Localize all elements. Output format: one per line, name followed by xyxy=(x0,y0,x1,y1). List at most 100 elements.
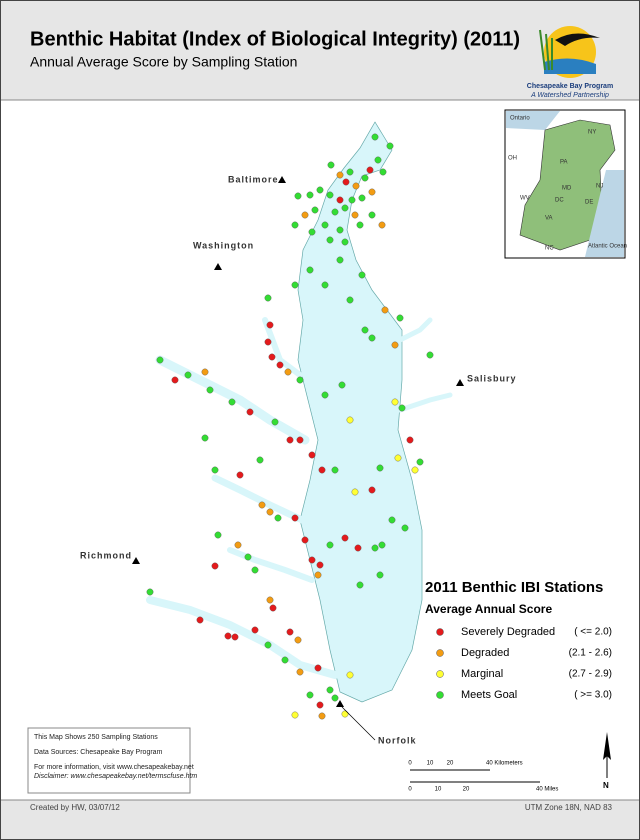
station xyxy=(346,671,354,679)
station xyxy=(341,204,349,212)
station xyxy=(368,486,376,494)
inset-ocean xyxy=(585,170,624,257)
station xyxy=(271,418,279,426)
station xyxy=(228,398,236,406)
station xyxy=(284,368,292,376)
station xyxy=(368,211,376,219)
station xyxy=(234,541,242,549)
leader-line xyxy=(341,706,376,741)
station xyxy=(321,391,329,399)
station xyxy=(306,691,314,699)
north-arrow: N xyxy=(603,732,611,790)
legend-range: (2.7 - 2.9) xyxy=(569,669,612,680)
station xyxy=(341,534,349,542)
bay xyxy=(297,121,423,703)
station xyxy=(231,633,239,641)
station xyxy=(301,211,309,219)
station xyxy=(308,556,316,564)
station xyxy=(201,368,209,376)
legend-label: Degraded xyxy=(461,647,509,659)
station xyxy=(366,166,374,174)
station xyxy=(294,636,302,644)
legend-label: Severely Degraded xyxy=(461,626,555,638)
station xyxy=(316,561,324,569)
station xyxy=(368,334,376,342)
scale-bar: 0 10 20 40 Kilometers 0 10 20 40 Miles xyxy=(408,761,558,793)
notes: This Map Shows 250 Sampling Stations Dat… xyxy=(27,727,197,794)
station xyxy=(211,466,219,474)
scale-label: 10 xyxy=(427,761,434,767)
station xyxy=(368,188,376,196)
station xyxy=(326,236,334,244)
header-band xyxy=(0,0,640,100)
station xyxy=(266,508,274,516)
nanticoke xyxy=(397,392,453,413)
station xyxy=(326,191,334,199)
scale-label: 40 Miles xyxy=(536,787,558,793)
station xyxy=(426,351,434,359)
station xyxy=(371,544,379,552)
city-label: Norfolk xyxy=(378,735,417,745)
inset-label: NC xyxy=(545,246,554,252)
water xyxy=(297,121,423,703)
scale-label: 20 xyxy=(447,761,454,767)
station xyxy=(286,628,294,636)
station xyxy=(196,616,204,624)
station xyxy=(291,514,299,522)
station xyxy=(336,226,344,234)
station xyxy=(348,196,356,204)
station xyxy=(314,571,322,579)
station xyxy=(371,133,379,141)
patuxent xyxy=(262,317,303,378)
station xyxy=(318,712,326,720)
station xyxy=(346,416,354,424)
station xyxy=(321,221,329,229)
station xyxy=(331,694,339,702)
legend-range: (2.1 - 2.6) xyxy=(569,648,612,659)
legend-label: Marginal xyxy=(461,668,503,680)
footer-band xyxy=(0,800,640,840)
inset-label: DE xyxy=(585,200,593,206)
station xyxy=(356,581,364,589)
station xyxy=(361,326,369,334)
station xyxy=(379,168,387,176)
station xyxy=(331,208,339,216)
station xyxy=(274,514,282,522)
legend-range: ( >= 3.0) xyxy=(574,690,612,701)
subtitle: Annual Average Score by Sampling Station xyxy=(30,54,297,70)
station xyxy=(264,338,272,346)
station xyxy=(308,228,316,236)
station xyxy=(381,306,389,314)
inset-label: OH xyxy=(508,156,517,162)
logo-water xyxy=(544,58,596,74)
scale-label: 0 xyxy=(408,761,412,767)
station xyxy=(411,466,419,474)
station xyxy=(306,191,314,199)
station xyxy=(351,488,359,496)
city-label: Richmond xyxy=(80,550,132,560)
station xyxy=(294,192,302,200)
logo-tagline: A Watershed Partnership xyxy=(530,92,609,99)
station xyxy=(264,641,272,649)
station xyxy=(291,281,299,289)
station xyxy=(336,171,344,179)
station xyxy=(316,186,324,194)
station xyxy=(386,142,394,150)
logo-grass xyxy=(539,29,553,71)
inset-label: MD xyxy=(562,186,572,192)
logo-bird xyxy=(555,33,600,46)
north-label: N xyxy=(603,781,609,790)
notes-box xyxy=(27,727,191,794)
station xyxy=(258,501,266,509)
city-label: Washington xyxy=(193,240,254,250)
scale-label: 40 Kilometers xyxy=(486,761,523,767)
station xyxy=(376,464,384,472)
station xyxy=(206,386,214,394)
station xyxy=(358,271,366,279)
station xyxy=(356,221,364,229)
city-label: Baltimore xyxy=(228,174,279,184)
arrow-head xyxy=(603,732,611,760)
city-label: Salisbury xyxy=(467,373,517,383)
station xyxy=(318,466,326,474)
station xyxy=(296,376,304,384)
